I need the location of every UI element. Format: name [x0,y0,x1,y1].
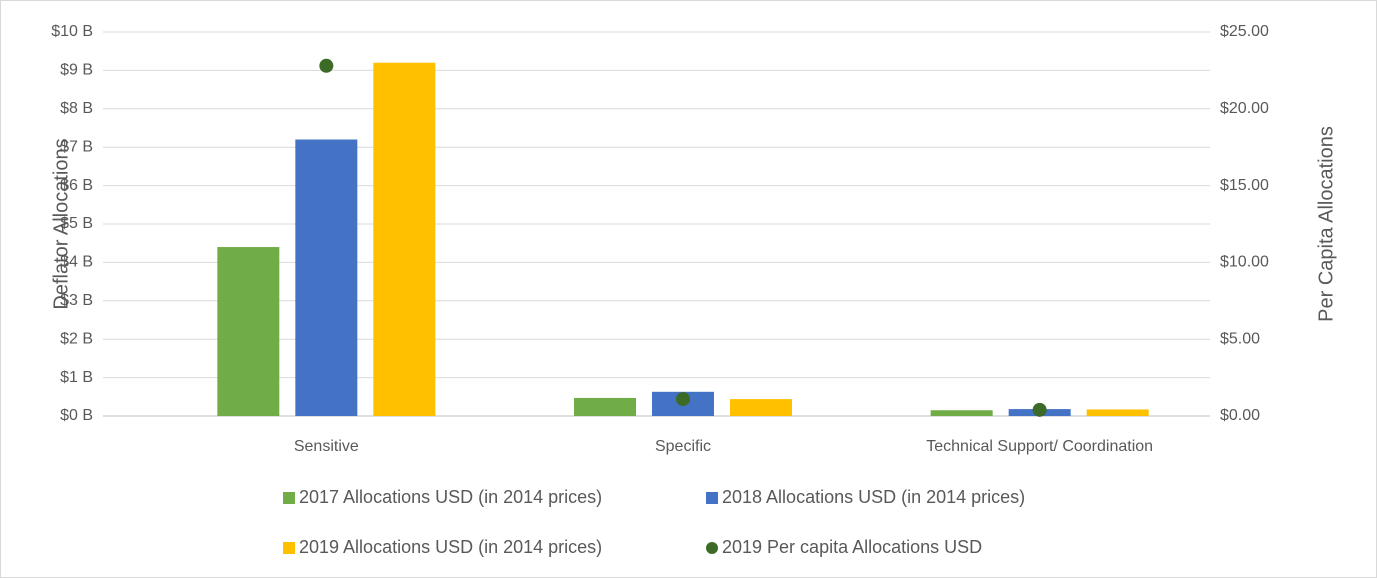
legend-label: 2018 Allocations USD (in 2014 prices) [722,487,1025,507]
legend-marker [706,542,718,554]
legend-label: 2017 Allocations USD (in 2014 prices) [299,487,602,507]
x-tick-label: Specific [655,438,711,455]
y-tick-label: $8 B [60,100,93,117]
legend-marker [283,492,295,504]
x-tick-label: Technical Support/ Coordination [926,438,1153,455]
y-tick-label: $0 B [60,407,93,424]
y2-tick-label: $0.00 [1220,407,1260,424]
bar [373,62,436,416]
point [676,392,690,407]
bar [730,399,792,416]
y-tick-label: $3 B [60,292,93,309]
y-tick-label: $1 B [60,369,93,386]
point [1032,402,1047,417]
legend-marker [283,542,295,554]
y2-tick-label: $5.00 [1220,330,1260,347]
y-tick-label: $5 B [60,215,93,232]
bar [1086,409,1149,416]
y-tick-label: $7 B [60,138,93,155]
y-tick-label: $9 B [60,62,93,79]
y2-axis-title: Per Capita Allocations [1315,126,1337,322]
x-tick-label: Sensitive [294,438,359,455]
legend-label: 2019 Allocations USD (in 2014 prices) [299,537,602,557]
legend-marker [706,492,718,504]
y2-tick-label: $20.00 [1220,100,1269,117]
y2-tick-label: $10.00 [1220,254,1269,271]
bar [574,397,636,416]
y-tick-label: $10 B [51,23,93,40]
y-tick-label: $4 B [60,254,93,271]
y2-tick-label: $15.00 [1220,177,1269,194]
y-tick-label: $2 B [60,330,93,347]
bar [295,139,358,416]
legend-label: 2019 Per capita Allocations USD [722,537,982,557]
y-axis-title: Deflator Allocations [50,138,72,309]
y2-tick-label: $25.00 [1220,23,1269,40]
point [319,58,334,73]
y-tick-label: $6 B [60,177,93,194]
bar [930,410,993,416]
bar [217,247,280,416]
